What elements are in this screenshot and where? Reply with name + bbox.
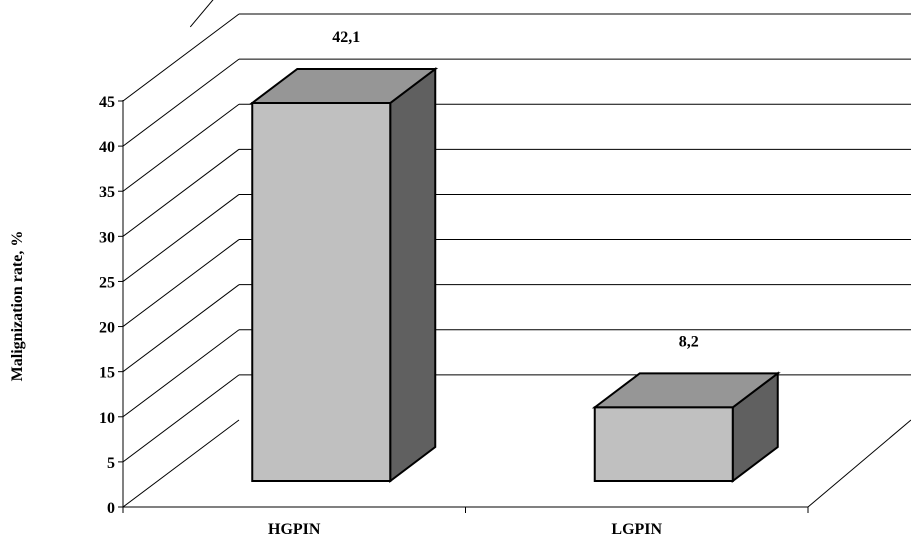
side-gridline <box>122 194 240 282</box>
bar-lgpin <box>593 406 734 483</box>
y-tick-label: 35 <box>99 184 115 201</box>
side-gridline <box>122 239 240 327</box>
floor-right-edge <box>807 419 911 508</box>
bar-hgpin <box>251 102 392 482</box>
data-label-lgpin: 8,2 <box>679 333 699 350</box>
y-tick-label: 40 <box>99 139 115 156</box>
y-tick-label: 20 <box>99 320 115 337</box>
side-gridline <box>122 148 240 237</box>
side-gridline <box>122 284 240 373</box>
x-tick-label-lgpin: LGPIN <box>611 521 662 538</box>
y-tick-label: 30 <box>99 229 115 246</box>
y-tick-label: 45 <box>99 94 115 111</box>
side-gridline <box>189 0 214 28</box>
side-gridline <box>122 374 240 463</box>
side-gridline <box>122 329 240 418</box>
y-tick-label: 25 <box>99 274 115 291</box>
data-label-hgpin: 42,1 <box>332 29 360 46</box>
y-tick-label: 5 <box>107 455 115 472</box>
y-axis-title: Malignization rate, % <box>9 231 26 382</box>
axes: 0 5 10 15 20 25 30 35 40 45 <box>99 94 911 517</box>
bars <box>249 66 781 484</box>
x-tick-label-hgpin: HGPIN <box>268 521 321 538</box>
bar-side-hgpin <box>389 66 437 484</box>
side-gridline <box>122 58 240 147</box>
gridlines <box>122 0 911 463</box>
labels: 42,1 HGPIN 8,2 LGPIN <box>268 29 699 538</box>
y-tick-label: 15 <box>99 365 115 382</box>
side-gridline <box>122 13 240 102</box>
side-gridline <box>122 103 240 192</box>
y-tick-label: 10 <box>99 410 115 427</box>
floor-left-edge <box>122 419 240 508</box>
y-tick-label: 0 <box>107 500 115 517</box>
